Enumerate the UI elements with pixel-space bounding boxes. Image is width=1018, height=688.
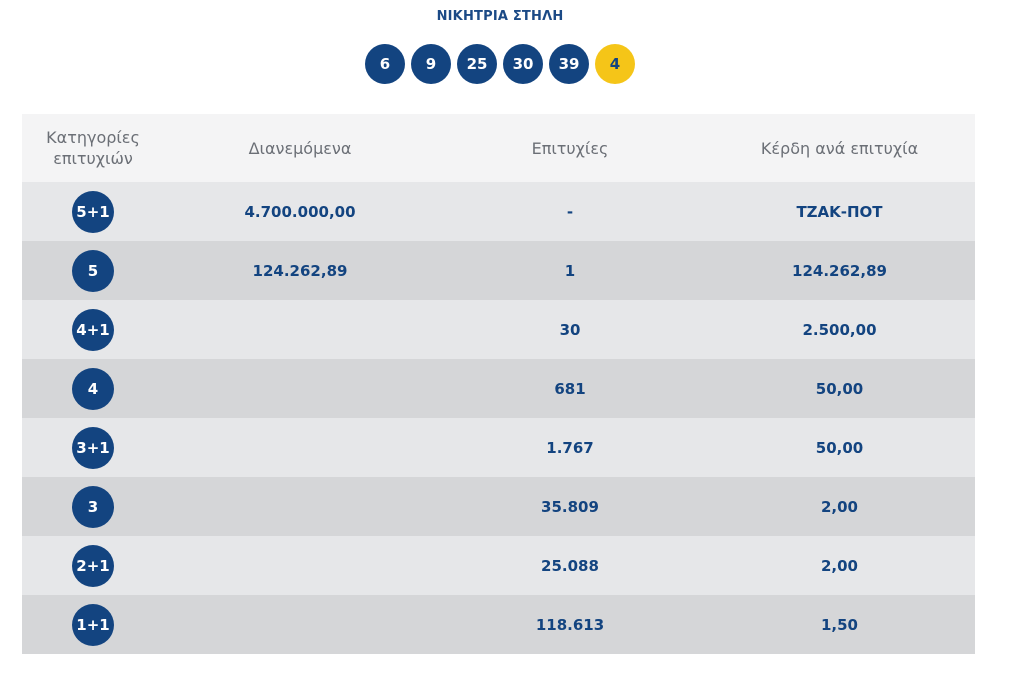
table-row: 3 35.809 2,00 — [22, 477, 975, 536]
winners-cell: 1.767 — [546, 438, 594, 457]
winners-cell: 1 — [564, 261, 576, 280]
category-badge: 1+1 — [72, 603, 114, 646]
winners-cell: 118.613 — [535, 615, 605, 634]
winning-column-title: ΝΙΚΗΤΡΙΑ ΣΤΗΛΗ — [436, 9, 564, 24]
table-header: Κατηγορίες επιτυχιών Διανεμόμενα Επιτυχί… — [22, 114, 975, 182]
category-badge: 5 — [72, 249, 114, 292]
prize-cell: 2,00 — [820, 497, 858, 516]
table-row: 5 124.262,89 1 124.262,89 — [22, 241, 975, 300]
distributed-cell: 4.700.000,00 — [244, 202, 356, 221]
table-row: 4+1 30 2.500,00 — [22, 300, 975, 359]
category-badge: 3 — [72, 485, 114, 528]
category-badge: 4 — [72, 367, 114, 410]
table-row: 2+1 25.088 2,00 — [22, 536, 975, 595]
number-ball: 39 — [549, 44, 589, 84]
header-winners: Επιτυχίες — [531, 138, 609, 158]
prize-cell: ΤΖΑΚ-ΠΟΤ — [796, 202, 883, 221]
winners-cell: - — [566, 202, 574, 221]
prize-cell: 2.500,00 — [802, 320, 877, 339]
prize-table: Κατηγορίες επιτυχιών Διανεμόμενα Επιτυχί… — [22, 114, 975, 654]
number-ball: 30 — [503, 44, 543, 84]
prize-cell: 124.262,89 — [792, 261, 887, 280]
number-ball: 9 — [411, 44, 451, 84]
category-badge: 2+1 — [72, 544, 114, 587]
category-badge: 3+1 — [72, 426, 114, 469]
category-badge: 5+1 — [72, 190, 114, 233]
category-badge: 4+1 — [72, 308, 114, 351]
distributed-cell: 124.262,89 — [252, 261, 348, 280]
winners-cell: 35.809 — [541, 497, 599, 516]
prize-cell: 2,00 — [820, 556, 858, 575]
winners-cell: 25.088 — [541, 556, 599, 575]
header-category-line2: επιτυχιών — [53, 149, 133, 168]
header-category: Κατηγορίες επιτυχιών — [22, 127, 164, 169]
prize-cell: 1,50 — [820, 615, 858, 634]
winners-cell: 30 — [559, 320, 581, 339]
header-prize: Κέρδη ανά επιτυχία — [760, 138, 919, 158]
number-ball: 6 — [365, 44, 405, 84]
prize-cell: 50,00 — [815, 379, 864, 398]
header-distributed: Διανεμόμενα — [248, 138, 352, 158]
bonus-ball: 4 — [595, 44, 635, 84]
winning-numbers: 6 9 25 30 39 4 — [0, 44, 1000, 84]
table-row: 3+1 1.767 50,00 — [22, 418, 975, 477]
number-ball: 25 — [457, 44, 497, 84]
winners-cell: 681 — [554, 379, 586, 398]
table-row: 5+1 4.700.000,00 - ΤΖΑΚ-ΠΟΤ — [22, 182, 975, 241]
header-category-line1: Κατηγορίες — [46, 128, 140, 147]
table-row: 4 681 50,00 — [22, 359, 975, 418]
table-row: 1+1 118.613 1,50 — [22, 595, 975, 654]
prize-cell: 50,00 — [815, 438, 864, 457]
